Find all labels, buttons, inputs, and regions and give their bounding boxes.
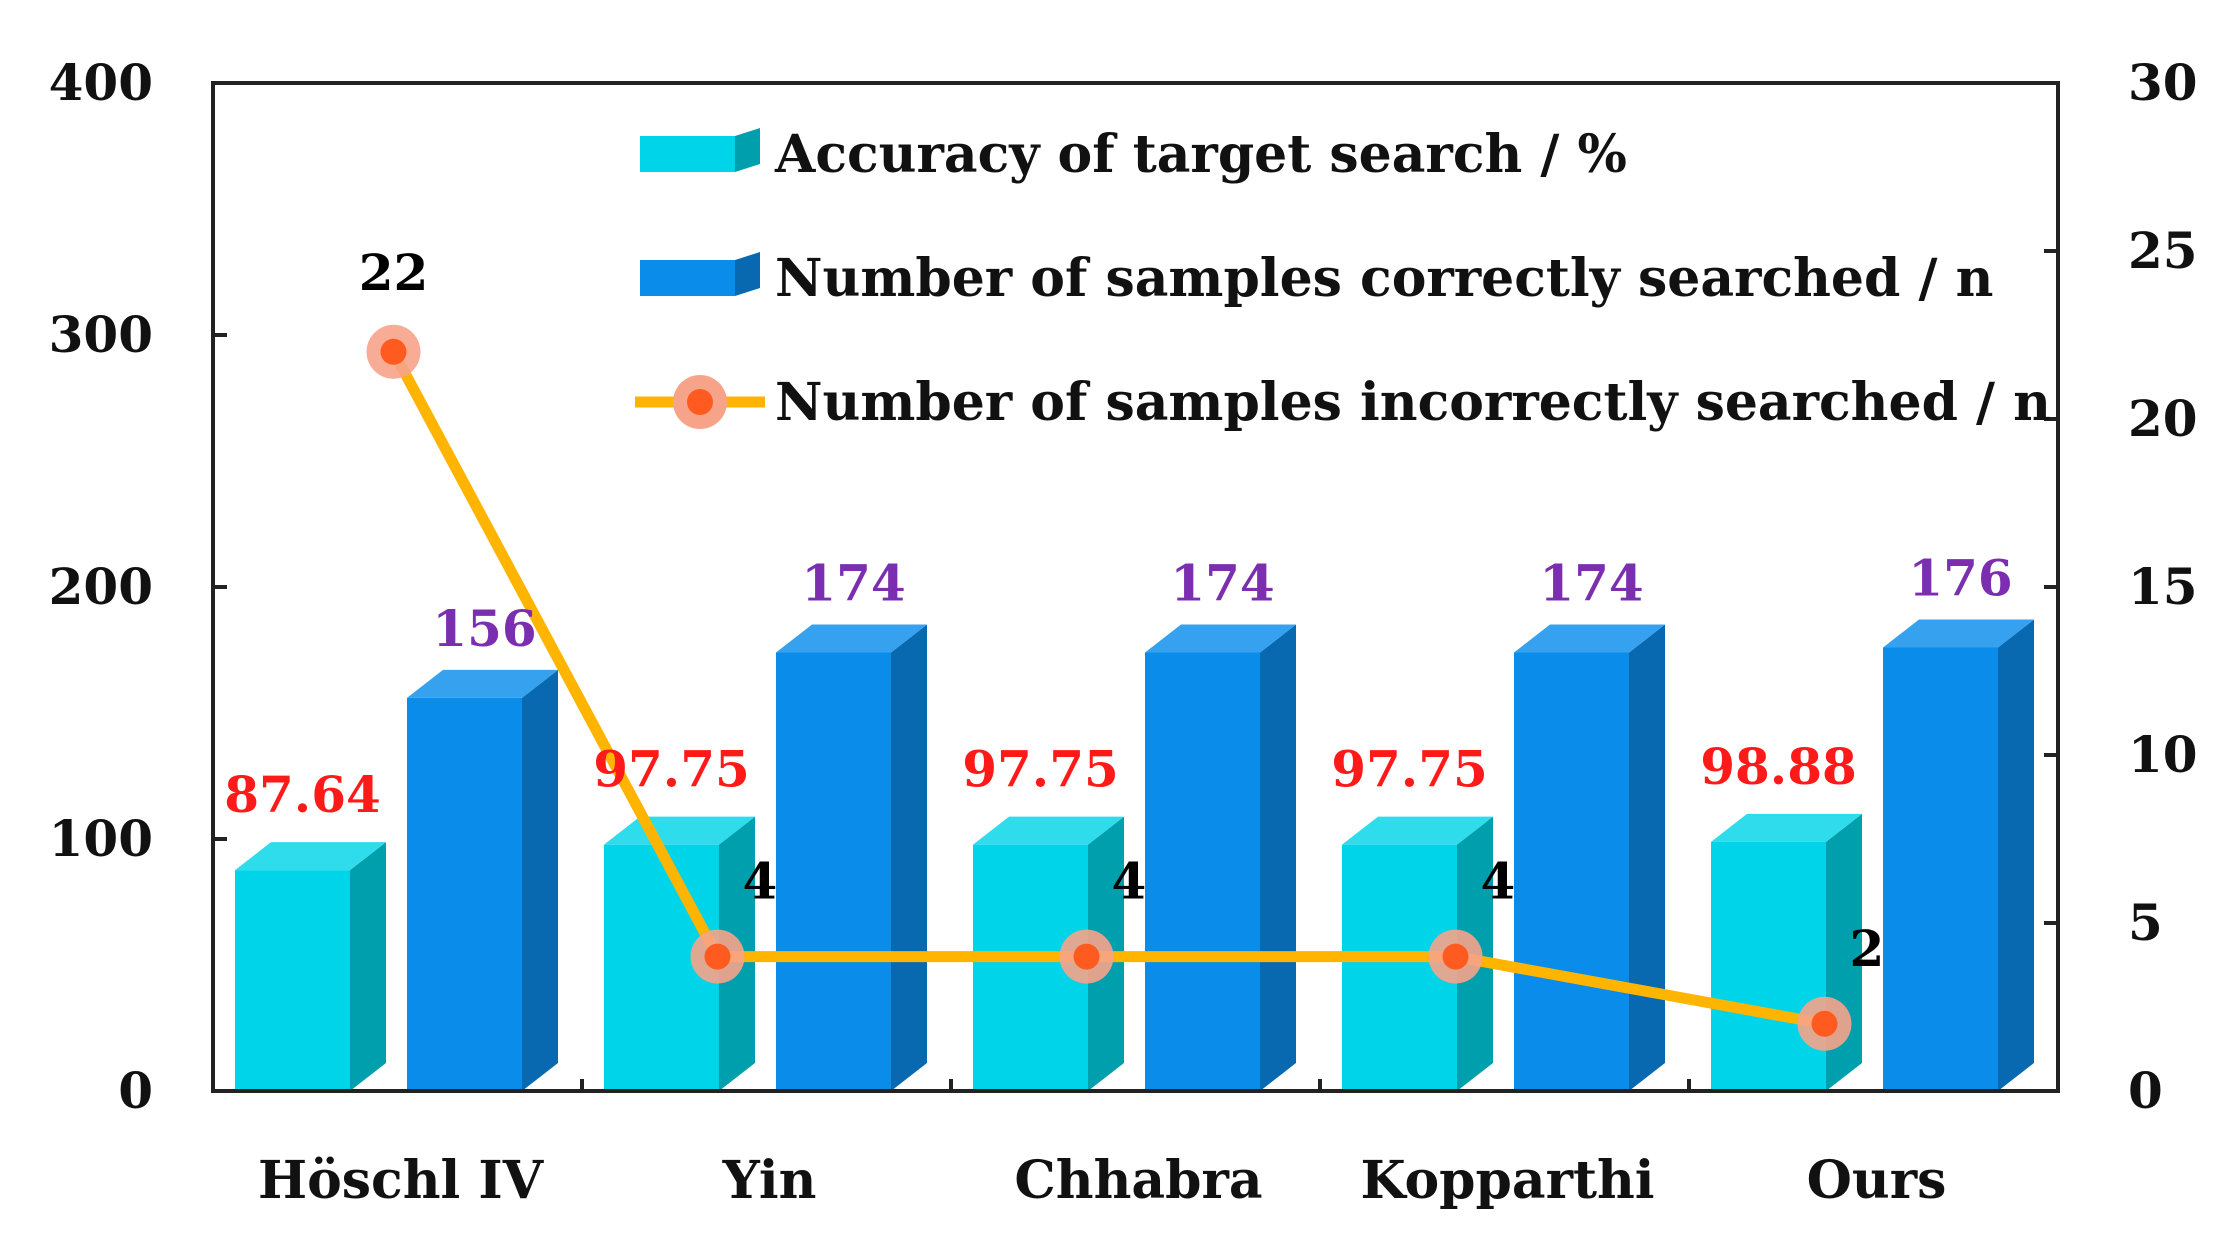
y-right-tick-label-3: 15 [2128,557,2198,616]
legend-swatch-front-1 [640,260,735,296]
y-right-tick-label-0: 0 [2128,1061,2163,1120]
bar-accuracy-1 [604,816,755,1091]
bar-correct-2-top [1145,624,1296,653]
axes-layer: Höschl IV Yin Chhabra Kopparthi Ours01002003… [49,53,2198,1211]
y-right-tick-label-4: 20 [2128,389,2198,448]
bar-accuracy-0-top [235,842,386,871]
label-accuracy-1: 97.75 [593,740,750,799]
y-left-tick-label-3: 300 [49,305,153,364]
legend-swatch-side-0 [735,128,760,172]
label-correct-1: 174 [801,554,905,613]
legend-swatch-front-0 [640,136,735,172]
marker-incorrect-4 [1811,1010,1838,1037]
bar-accuracy-0-front [235,870,350,1091]
bar-correct-1-side [891,624,927,1091]
label-incorrect-4: 2 [1850,919,1885,978]
y-left-tick-label-1: 100 [49,809,153,868]
bar-correct-3 [1514,624,1665,1091]
y-left-tick-label-0: 0 [118,1061,153,1120]
bar-correct-2-front [1145,652,1260,1091]
data-labels-layer: 87.64 156 97.75 174 97.75 174 97.75 174 98.88 176… [224,243,2012,978]
marker-incorrect-0 [380,338,407,365]
bar-accuracy-0 [235,842,386,1091]
bar-correct-3-side [1629,624,1665,1091]
bar-correct-1-front [776,652,891,1091]
legend-label-2: Number of samples incorrectly searched /… [775,372,2051,433]
legend-marker [687,389,713,415]
x-tick-label-4: Ours [1807,1150,1947,1211]
bar-accuracy-3-top [1342,816,1493,845]
legend-swatch-0 [640,128,760,172]
label-incorrect-2: 4 [1112,852,1147,911]
bar-correct-0-front [407,697,522,1091]
label-accuracy-0: 87.64 [224,765,381,824]
bars-layer [235,619,2034,1091]
x-tick-label-3: Kopparthi [1360,1150,1654,1211]
bar-correct-4-front [1883,647,1998,1091]
bar-accuracy-4 [1711,813,1862,1091]
marker-incorrect-3 [1442,943,1469,970]
label-correct-4: 176 [1908,548,2012,607]
marker-incorrect-1 [704,943,731,970]
y-left-tick-label-4: 400 [49,53,153,112]
legend-label-0: Accuracy of target search / % [774,124,1627,185]
label-incorrect-1: 4 [743,852,778,911]
legend-swatch-side-1 [735,252,760,296]
bar-correct-4-side [1998,619,2034,1091]
legend-label-1: Number of samples correctly searched / n [775,248,1993,309]
bar-accuracy-2-top [973,816,1124,845]
bar-accuracy-2 [973,816,1124,1091]
label-incorrect-0: 22 [359,243,429,302]
bar-accuracy-4-top [1711,813,1862,842]
bar-correct-2 [1145,624,1296,1091]
bar-correct-0-side [522,669,558,1091]
bar-correct-3-front [1514,652,1629,1091]
x-tick-label-1: Yin [722,1150,817,1211]
bar-correct-1 [776,624,927,1091]
bar-correct-3-top [1514,624,1665,653]
bar-accuracy-4-front [1711,841,1826,1091]
label-accuracy-4: 98.88 [1700,737,1857,796]
label-accuracy-3: 97.75 [1331,740,1488,799]
label-correct-3: 174 [1539,554,1643,613]
x-tick-label-0: Höschl IV [258,1150,545,1211]
y-right-tick-label-5: 25 [2128,221,2198,280]
label-correct-0: 156 [432,599,536,658]
bar-correct-4 [1883,619,2034,1091]
marker-incorrect-2 [1073,943,1100,970]
bar-correct-0 [407,669,558,1091]
label-correct-2: 174 [1170,554,1274,613]
line-layer [366,324,1852,1051]
legend-swatch-1 [640,252,760,296]
legend: Accuracy of target search / % Number of s… [635,124,2051,433]
bar-accuracy-0-side [350,842,386,1091]
y-right-tick-label-1: 5 [2128,893,2163,952]
bar-correct-4-top [1883,619,2034,648]
y-right-tick-label-6: 30 [2128,53,2198,112]
label-incorrect-3: 4 [1481,852,1516,911]
bar-correct-0-top [407,669,558,698]
x-tick-label-2: Chhabra [1014,1150,1262,1211]
bar-correct-2-side [1260,624,1296,1091]
label-accuracy-2: 97.75 [962,740,1119,799]
y-left-tick-label-2: 200 [49,557,153,616]
y-right-tick-label-2: 10 [2128,725,2198,784]
bar-correct-1-top [776,624,927,653]
